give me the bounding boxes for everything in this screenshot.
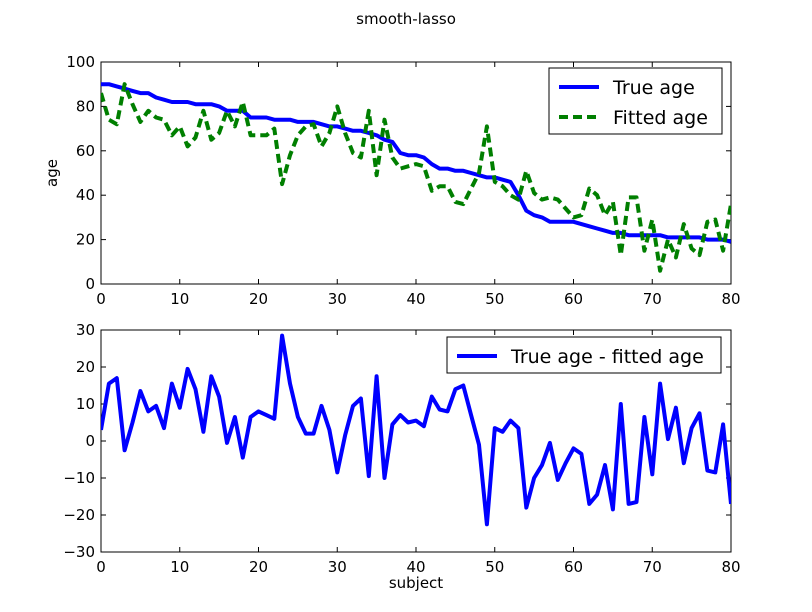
x-tick-label: 30 <box>328 558 347 576</box>
x-tick-label: 50 <box>485 290 504 308</box>
y-tick-label: 0 <box>85 432 95 450</box>
legend: True age Fitted age <box>548 67 723 135</box>
x-tick-label: 70 <box>643 558 662 576</box>
legend-label-fitted-age: Fitted age <box>613 107 708 129</box>
y-axis-label: age <box>43 159 61 187</box>
figure-title: smooth-lasso <box>356 10 456 28</box>
x-tick-label: 10 <box>170 290 189 308</box>
y-tick-label: 40 <box>76 186 95 204</box>
y-tick-label: 80 <box>76 97 95 115</box>
x-tick-label: 30 <box>328 290 347 308</box>
series-line-true-age <box>101 82 731 244</box>
x-tick-label: 80 <box>721 558 740 576</box>
x-tick-label: 20 <box>249 558 268 576</box>
y-tick-label: 30 <box>76 321 95 339</box>
y-tick-label: −20 <box>63 506 95 524</box>
x-tick-label: 50 <box>485 558 504 576</box>
y-tick-label: 20 <box>76 231 95 249</box>
legend: True age - fitted age <box>446 336 722 374</box>
y-tick-label: 10 <box>76 395 95 413</box>
legend-label-true-age-fitted-age: True age - fitted age <box>510 346 704 368</box>
x-tick-label: 0 <box>96 290 106 308</box>
x-tick-label: 0 <box>96 558 106 576</box>
x-tick-label: 40 <box>406 290 425 308</box>
y-tick-label: 20 <box>76 358 95 376</box>
x-tick-label: 70 <box>643 290 662 308</box>
age-panel: 0 10 20 30 40 50 60 70 80 0 20 40 60 80 100 age True age… <box>43 53 741 308</box>
y-tick-label: −30 <box>63 543 95 561</box>
x-tick-label: 60 <box>564 558 583 576</box>
legend-label-true-age: True age <box>612 77 695 99</box>
legend-box <box>548 67 723 135</box>
x-tick-label: 80 <box>721 290 740 308</box>
y-tick-label: 0 <box>85 275 95 293</box>
series-line-true-age-fitted-age <box>101 333 731 527</box>
x-tick-label: 20 <box>249 290 268 308</box>
y-tick-label: −10 <box>63 469 95 487</box>
x-tick-label: 40 <box>406 558 425 576</box>
x-axis-label: subject <box>389 574 443 592</box>
x-tick-label: 60 <box>564 290 583 308</box>
series-line-fitted-age <box>101 82 731 273</box>
y-tick-label: 60 <box>76 142 95 160</box>
x-tick-label: 10 <box>170 558 189 576</box>
residual-panel: 0 10 20 30 40 50 60 70 80 −30 −20 −10 0 10 20 30 subject… <box>63 321 740 592</box>
y-tick-label: 100 <box>66 53 95 71</box>
